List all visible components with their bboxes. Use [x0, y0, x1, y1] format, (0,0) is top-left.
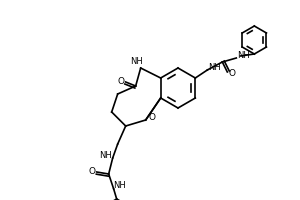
- Text: NH: NH: [130, 58, 143, 66]
- Text: NH: NH: [113, 182, 126, 190]
- Text: O: O: [229, 70, 236, 78]
- Text: NH: NH: [208, 64, 221, 72]
- Text: NH: NH: [99, 152, 112, 160]
- Text: O: O: [117, 76, 124, 86]
- Text: O: O: [148, 112, 155, 121]
- Text: NH: NH: [237, 51, 250, 60]
- Text: O: O: [88, 166, 95, 176]
